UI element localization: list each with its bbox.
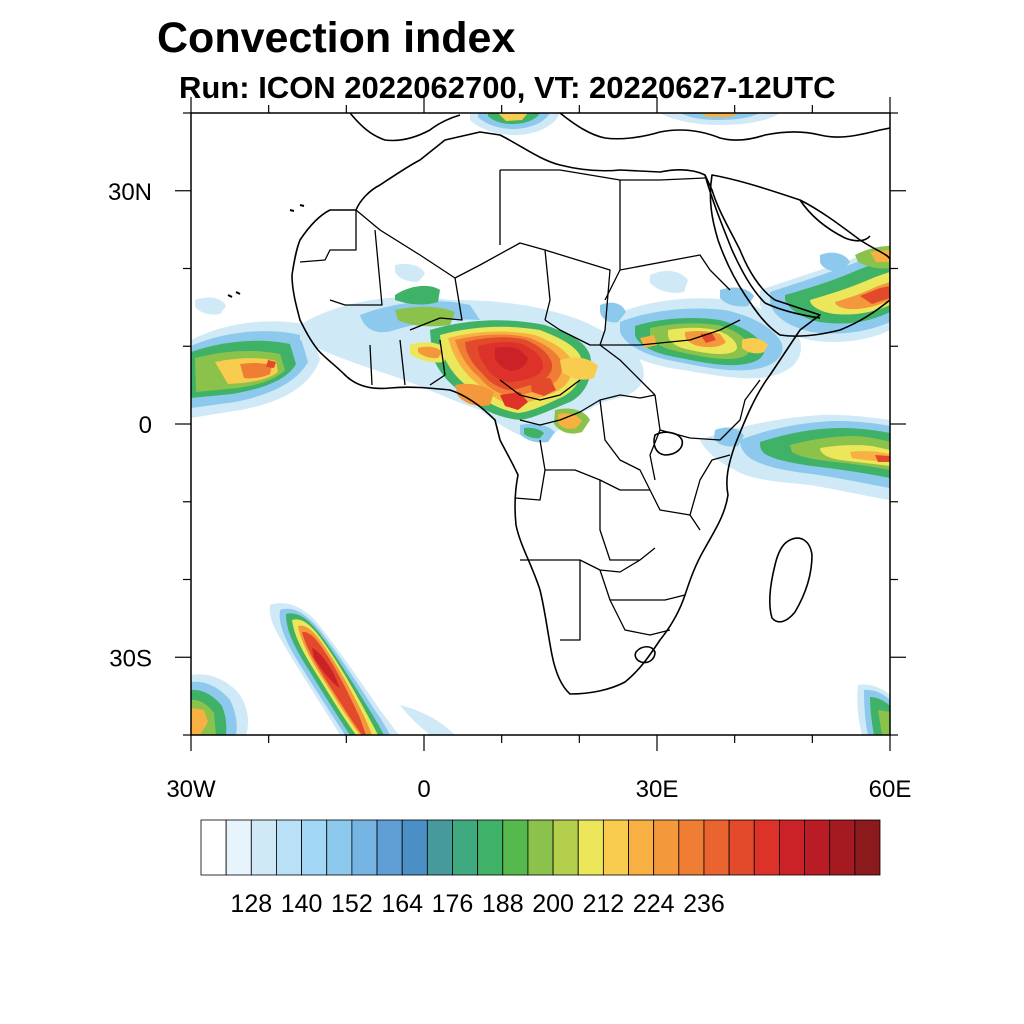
chart-subtitle: Run: ICON 2022062700, VT: 20220627-12UTC [179, 70, 836, 105]
convection-area-mediterranean-patch [195, 113, 780, 315]
europe-coastline [349, 113, 890, 142]
colorbar-swatch [426, 819, 453, 876]
colorbar-swatch [477, 819, 504, 876]
colorbar-swatch [602, 819, 629, 876]
colorbar-swatch [678, 819, 705, 876]
horn-of-africa [764, 302, 821, 319]
colorbar-label: 152 [331, 890, 373, 918]
colorbar-label: 164 [381, 890, 423, 918]
colorbar-swatch [250, 819, 277, 876]
colorbar-label: 224 [633, 890, 675, 918]
colorbar-swatch [577, 819, 604, 876]
persian-gulf [799, 199, 871, 242]
y-tick-label: 30N [108, 179, 152, 206]
colorbar-swatch [527, 819, 554, 876]
convection-area-arabian-peninsula-cluster [720, 245, 890, 342]
colorbar-swatch [753, 819, 780, 876]
madagascar [769, 537, 813, 623]
colorbar-swatch [829, 819, 856, 876]
x-tick-label: 60E [869, 776, 912, 803]
colorbar: 128 140 152 164 176 188 200 212 224 236 [200, 819, 881, 918]
colorbar-swatch [452, 819, 479, 876]
convection-area-ethiopian-highlands-cluster [600, 270, 801, 379]
africa-coastline [291, 131, 821, 695]
colorbar-label: 140 [281, 890, 323, 918]
colorbar-swatch [703, 819, 730, 876]
lesotho [634, 645, 656, 664]
y-tick-label: 30S [109, 645, 152, 672]
colorbar-label: 212 [583, 890, 625, 918]
colorbar-label: 128 [230, 890, 272, 918]
x-tick-label: 0 [417, 776, 430, 803]
colorbar-swatch [804, 819, 831, 876]
colorbar-swatch [200, 819, 227, 876]
colorbar-swatch [326, 819, 353, 876]
y-tick-label: 0 [139, 412, 152, 439]
chart-title: Convection index [157, 14, 516, 62]
colorbar-swatch [401, 819, 428, 876]
convection-area-southern-indian-ocean-patch [857, 684, 890, 735]
axis-ticks: 30W 0 30E 60E 30N 0 30S [108, 97, 911, 803]
convection-area-atlantic-itcz-band [191, 321, 320, 418]
colorbar-swatch [728, 819, 755, 876]
colorbar-swatch [779, 819, 805, 876]
colorbar-label: 200 [532, 890, 574, 918]
colorbar-swatch [351, 819, 378, 876]
convection-area-southwest-atlantic-patch [191, 674, 248, 735]
colorbar-swatch [502, 819, 529, 876]
red-sea-coast [704, 174, 766, 304]
colorbar-label: 176 [432, 890, 474, 918]
arabian-peninsula [709, 174, 890, 337]
colorbar-swatch [628, 819, 655, 876]
coastlines-and-borders [227, 113, 890, 695]
x-tick-label: 30E [636, 776, 679, 803]
convection-area-west-africa-sahel-cluster [410, 320, 598, 443]
colorbar-label: 236 [683, 890, 725, 918]
convection-area-indian-ocean-band [700, 414, 890, 500]
colorbar-swatch [301, 819, 328, 876]
colorbar-swatch [854, 819, 881, 876]
colorbar-label: 188 [482, 890, 524, 918]
convection-area-south-atlantic-frontal-band [269, 603, 455, 735]
colorbar-swatch [276, 819, 302, 876]
colorbar-swatch [552, 819, 579, 876]
x-tick-label: 30W [166, 776, 216, 803]
colorbar-swatch [376, 819, 403, 876]
country-borders [299, 169, 761, 641]
colorbar-swatch [653, 819, 680, 876]
colorbar-swatch [225, 819, 252, 876]
convection-field [191, 113, 890, 735]
